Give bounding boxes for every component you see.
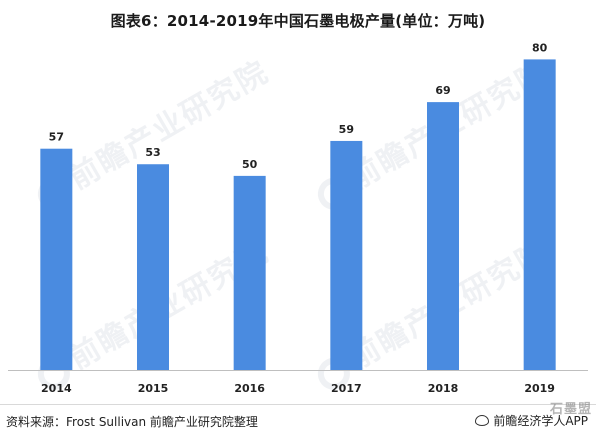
bar-2015 xyxy=(137,164,169,370)
brand-label: 前瞻经济学人APP xyxy=(475,412,588,429)
x-tick-label-2016: 2016 xyxy=(234,382,265,395)
footer-divider xyxy=(0,404,596,405)
bar-2016 xyxy=(233,175,266,370)
x-tick-label-2019: 2019 xyxy=(524,382,555,395)
bar-2014 xyxy=(40,148,73,370)
data-label-2017: 59 xyxy=(339,123,354,136)
bar-2017 xyxy=(330,140,363,370)
source-note: 资料来源：Frost Sullivan 前瞻产业研究院整理 xyxy=(6,415,258,429)
bar-2018 xyxy=(427,102,459,370)
stamp-logo: 石墨盟 xyxy=(549,402,592,417)
x-tick-label-2018: 2018 xyxy=(428,382,459,395)
bar-2019 xyxy=(523,59,556,370)
x-tick-label-2017: 2017 xyxy=(331,382,362,395)
data-label-2019: 80 xyxy=(532,41,548,54)
x-tick-label-2015: 2015 xyxy=(138,382,169,395)
data-label-2014: 57 xyxy=(49,131,64,144)
data-label-2018: 69 xyxy=(435,84,450,97)
chart-title: 图表6：2014-2019年中国石墨电极产量(单位：万吨) xyxy=(110,12,486,30)
data-label-2015: 53 xyxy=(145,146,160,159)
data-label-2016: 50 xyxy=(242,158,258,171)
brand-icon xyxy=(475,415,490,426)
x-tick-label-2014: 2014 xyxy=(41,382,72,395)
